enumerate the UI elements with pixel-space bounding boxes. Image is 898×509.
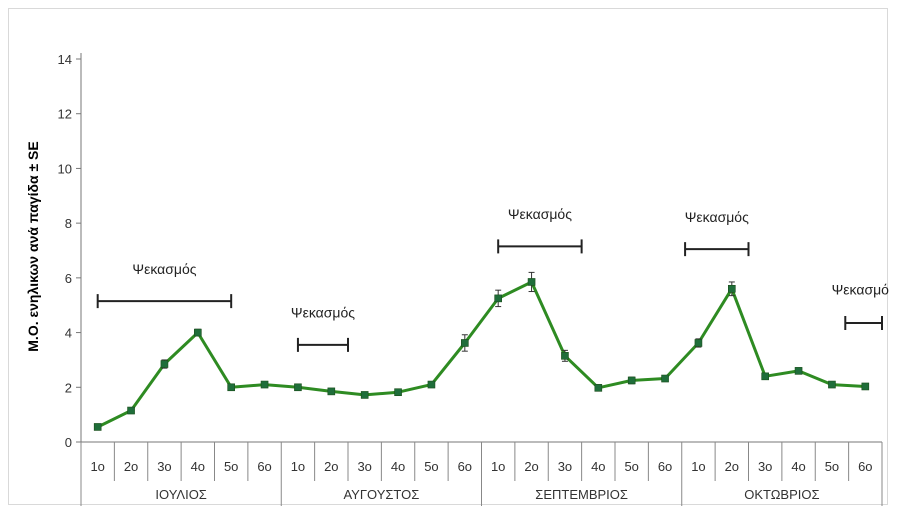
data-point [327,387,336,396]
y-tick-label: 14 [58,52,72,67]
y-axis-label: Μ.Ο. ενηλικων ανά παγίδα ± SE [25,141,41,351]
data-point [461,339,469,347]
data-point [160,360,169,368]
y-axis: 0 2 4 6 8 10 12 14 [58,52,82,450]
data-point [227,383,235,392]
data-point [260,380,269,389]
chart-svg: 0 2 4 6 8 10 12 14 1ο 2ο 3ο 4ο 5ο 6ο ΙΟΥΛΙΟΣ 1ο 2ο 3ο 4ο 5… [25,52,889,506]
x-tick-label: 4ο [591,459,605,474]
y-tick-label: 0 [65,435,72,450]
data-point [427,380,436,389]
y-tick-label: 10 [58,161,72,176]
y-tick-label: 2 [65,380,72,395]
data-point [661,374,669,383]
annotation-label: Ψεκασμός [508,206,572,222]
x-tick-label: 4ο [791,459,805,474]
x-tick-label: 6ο [858,459,872,474]
data-point [194,328,202,337]
data-point [494,294,502,303]
data-point [694,339,703,347]
data-point [594,384,603,392]
x-tick-label: 5ο [424,459,438,474]
x-tick-label: 4ο [191,459,205,474]
data-point [527,278,536,286]
annotation-label: Ψεκασμός [685,209,749,225]
x-tick-label: 2ο [324,459,338,474]
data-point [828,380,836,389]
y-tick-label: 6 [65,271,72,286]
annotation-label: Ψεκασμός [832,281,889,297]
x-tick-label: 5ο [624,459,638,474]
x-tick-label: 2ο [524,459,538,474]
y-tick-label: 8 [65,216,72,231]
data-point [93,423,102,431]
data-point [794,367,803,375]
x-group-label: ΙΟΥΛΙΟΣ [155,487,206,502]
x-tick-label: 6ο [658,459,672,474]
annotations: Ψεκασμός Ψεκασμός Ψεκασμός Ψεκασμός Ψεκασμός [96,206,889,352]
x-tick-label: 2ο [725,459,739,474]
x-tick-label: 5ο [825,459,839,474]
chart-frame: 0 2 4 6 8 10 12 14 1ο 2ο 3ο 4ο 5ο 6ο ΙΟΥΛΙΟΣ 1ο 2ο 3ο 4ο 5… [8,8,889,506]
data-point [127,406,135,415]
data-point [561,352,569,360]
data-point [294,383,302,392]
x-tick-label: 1ο [90,459,104,474]
data-point [761,372,769,381]
x-group-label: ΟΚΤΩΒΡΙΟΣ [744,487,819,502]
data-point [728,284,736,293]
annotation-label: Ψεκασμός [291,305,355,321]
series-line [97,280,866,429]
x-tick-label: 4ο [391,459,405,474]
x-tick-label: 6ο [458,459,472,474]
x-group-label: ΑΥΓΟΥΣΤΟΣ [343,487,419,502]
x-tick-label: 1ο [291,459,305,474]
x-tick-label: 3ο [157,459,171,474]
x-tick-label: 6ο [257,459,271,474]
data-point [394,388,402,397]
x-axis: 1ο 2ο 3ο 4ο 5ο 6ο ΙΟΥΛΙΟΣ 1ο 2ο 3ο 4ο 5ο 6ο ΑΥΓΟΥΣΤΟΣ… [80,441,883,506]
annotation-label: Ψεκασμός [132,261,196,277]
data-series [93,271,870,431]
x-tick-label: 5ο [224,459,238,474]
x-group-label: ΣΕΠΤΕΜΒΡΙΟΣ [535,487,628,502]
y-tick-label: 4 [65,326,72,341]
x-tick-label: 2ο [124,459,138,474]
data-point [627,376,636,385]
x-tick-label: 3ο [758,459,772,474]
x-tick-label: 3ο [357,459,371,474]
data-point [360,391,369,399]
x-tick-label: 3ο [558,459,572,474]
x-tick-label: 1ο [691,459,705,474]
x-tick-label: 1ο [491,459,505,474]
y-tick-label: 12 [58,107,72,122]
data-point [861,382,870,391]
